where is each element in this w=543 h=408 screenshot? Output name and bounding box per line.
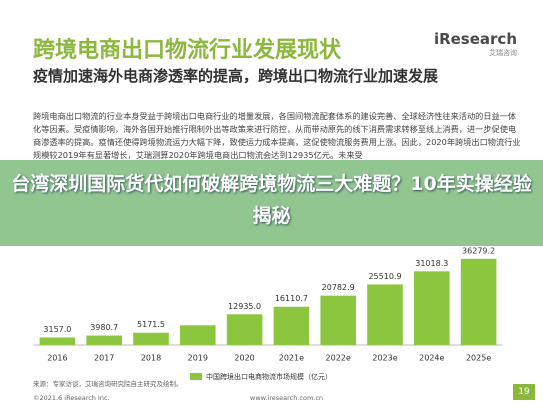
bar [273,306,310,345]
bar [226,314,263,345]
subtitle: 疫情加速海外电商渗透率的提高，跨境出口物流行业加速发展 [33,67,439,85]
bar [133,332,169,345]
banner-bg [0,160,543,246]
paragraph: 跨境电商出口物流的行业本身受益于跨境出口电商行业的增量发展，各国间物流配套体系的… [33,111,521,160]
banner-text: 台湾深圳国际货代如何破解跨境物流三大难题？10年实操经验揭秘 [11,173,532,227]
bar [367,284,403,345]
x-tick-label: 2019 [188,354,208,363]
data-label: 20782.9 [322,283,355,292]
legend-swatch [190,373,202,380]
data-label: 12935.0 [228,302,261,311]
x-tick-label: 2022e [326,354,351,363]
bar [39,337,76,345]
bar [460,258,497,345]
bar [180,325,216,345]
logo: iResearch 艾瑞咨询 [434,30,517,58]
x-tick-label: 2025e [466,354,491,363]
x-tick-label: 2023e [372,354,397,363]
copyright: ©2021.6 iResearch Inc. [33,394,110,402]
data-label: 5171.5 [137,320,165,329]
x-tick-label: 2018 [141,354,161,363]
data-label: 36279.2 [462,246,495,255]
data-label: 31018.3 [415,259,448,268]
bar [414,271,450,345]
x-tick-label: 2021e [279,354,304,363]
data-label: 3980.7 [90,323,118,332]
data-label: 16110.7 [275,294,308,303]
logo-sub: 艾瑞咨询 [489,49,517,57]
slide-title: 跨境电商出口物流行业发展现状 [33,38,342,63]
page-number: 19 [513,384,535,400]
bar [320,295,356,345]
x-tick-label: 2017 [94,354,114,363]
logo-text: iResearch [433,30,517,48]
data-label: 3157.0 [43,325,71,334]
x-tick-label: 2016 [47,354,67,363]
bar [86,335,122,345]
source: 来源：专家访谈，艾瑞咨询研究院自主研究及绘制。 [33,380,183,388]
x-tick-label: 2020 [234,354,254,363]
x-tick-label: 2024e [419,354,444,363]
site: www.iresearch.com.cn [250,394,324,402]
data-label: 25510.9 [368,272,401,281]
legend-label: 中国跨境出口电商物流市场规模（亿元） [206,372,332,381]
